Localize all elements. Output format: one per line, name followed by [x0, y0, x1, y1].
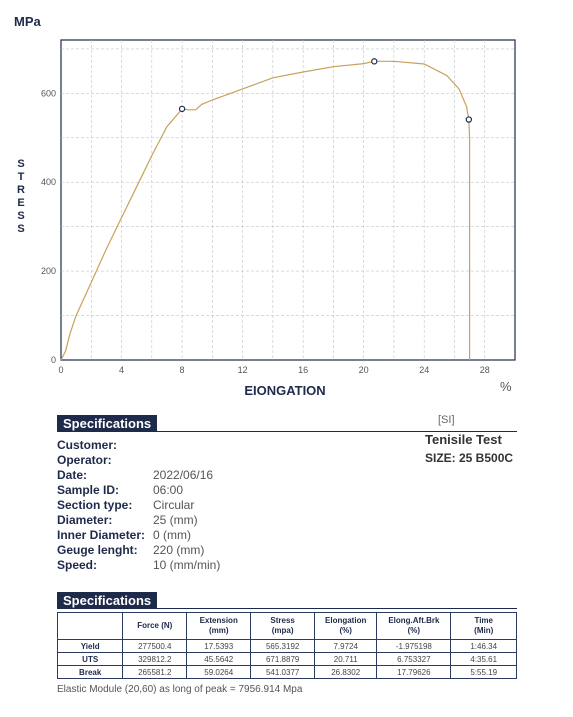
info-value: 220 (mm): [153, 543, 205, 557]
y-axis-label-letter: T: [17, 171, 25, 183]
table-cell: 17.5393: [186, 639, 252, 653]
info-label: Operator:: [57, 453, 112, 467]
unit-system-label: [SI]: [438, 414, 455, 426]
info-value: Circular: [153, 498, 195, 512]
y-tick-label: 200: [41, 266, 56, 276]
x-tick-label: 8: [180, 365, 185, 375]
table-cell: 329812.2: [122, 652, 188, 666]
column-header: [56, 612, 124, 640]
table-cell: 20.711: [314, 652, 378, 666]
info-label: Date:: [57, 468, 88, 482]
y-unit-label: MPa: [14, 14, 41, 29]
info-value: 0 (mm): [153, 528, 191, 542]
data-point-marker: [371, 58, 378, 65]
table-row: Yield 277500.4 17.5393 565.3192 7.9724 -1.975…: [56, 639, 517, 653]
table-cell: 1:46.34: [450, 639, 517, 653]
data-point-marker: [465, 116, 473, 123]
info-label: Geuge lenght:: [57, 543, 138, 557]
x-tick-label: 0: [58, 365, 63, 375]
y-axis-label-letter: S: [17, 223, 25, 235]
table-cell: 671.8879: [250, 652, 316, 666]
test-title: Tenisile Test: [425, 432, 502, 447]
info-value: 2022/06/16: [153, 468, 214, 482]
table-cell: 5:55.19: [450, 665, 517, 679]
table-cell: 6.753327: [376, 652, 452, 666]
table-row: UTS 329812.2 45.5642 671.8879 20.711 6.753327…: [56, 652, 517, 666]
x-tick-label: 28: [480, 365, 490, 375]
info-label: Speed:: [57, 558, 98, 572]
info-label: Sample ID:: [57, 483, 120, 497]
y-axis-label-letter: R: [17, 184, 25, 196]
x-tick-label: 20: [359, 365, 369, 375]
info-value: 25 (mm): [153, 513, 198, 527]
row-header-cell: UTS: [56, 652, 124, 666]
table-cell: 17.79626: [376, 665, 452, 679]
y-tick-label: 400: [41, 177, 56, 187]
table-cell: 7.9724: [314, 639, 378, 653]
info-label: Diameter:: [57, 513, 113, 527]
table-cell: 265581.2: [122, 665, 188, 679]
x-tick-label: 16: [298, 365, 308, 375]
x-tick-label: 12: [238, 365, 248, 375]
column-header: Stress (mpa): [250, 612, 316, 640]
y-axis-label-letter: S: [17, 158, 25, 170]
results-header-row: Force (N) Extension (mm) Stress (mpa) Elongat…: [56, 612, 517, 640]
table-cell: 59.0264: [186, 665, 252, 679]
stress-curve: [60, 60, 471, 361]
table-cell: 277500.4: [122, 639, 188, 653]
test-size: SIZE: 25 B500C: [425, 451, 514, 465]
row-header-cell: Break: [56, 665, 124, 679]
column-header: Time (Min): [450, 612, 517, 640]
info-value: 10 (mm/min): [153, 558, 221, 572]
data-point-marker: [178, 105, 186, 113]
results-table: Force (N) Extension (mm) Stress (mpa) Elongat…: [56, 612, 517, 679]
column-header: Force (N): [122, 612, 188, 640]
table-cell: -1.975198: [376, 639, 452, 653]
results-header: Specifications: [57, 592, 157, 609]
x-tick-label: 4: [119, 365, 124, 375]
info-label: Inner Diameter:: [57, 528, 146, 542]
table-row: Break 265581.2 59.0264 541.0377 26.8302 17.79…: [56, 665, 517, 679]
y-axis-label-letter: E: [17, 197, 25, 209]
column-header: Elong.Aft.Brk (%): [376, 612, 452, 640]
x-axis-label: EIONGATION: [244, 383, 326, 398]
stress-elongation-chart: 0 4 8 12 16 20 24 28 0 200 400 600: [41, 39, 516, 375]
row-header-cell: Yield: [56, 639, 124, 653]
x-unit-label: %: [500, 379, 512, 394]
column-header: Extension (mm): [186, 612, 252, 640]
info-label: Section type:: [57, 498, 133, 512]
column-header: Elongation (%): [314, 612, 378, 640]
table-cell: 541.0377: [250, 665, 316, 679]
specifications-header: Specifications: [57, 415, 157, 432]
y-tick-label: 0: [51, 355, 56, 365]
info-value: 06:00: [153, 483, 184, 497]
table-cell: 4:35.61: [450, 652, 517, 666]
table-cell: 26.8302: [314, 665, 378, 679]
y-axis-label-letter: S: [17, 210, 25, 222]
table-cell: 45.5642: [186, 652, 252, 666]
specifications-divider: [157, 431, 517, 432]
info-label: Customer:: [57, 438, 118, 452]
elastic-module-note: Elastic Module (20,60) as long of peak =…: [57, 684, 303, 695]
table-cell: 565.3192: [250, 639, 316, 653]
y-tick-label: 600: [41, 88, 56, 98]
results-divider: [157, 608, 517, 609]
plot-frame: [60, 39, 516, 361]
x-tick-label: 24: [419, 365, 429, 375]
